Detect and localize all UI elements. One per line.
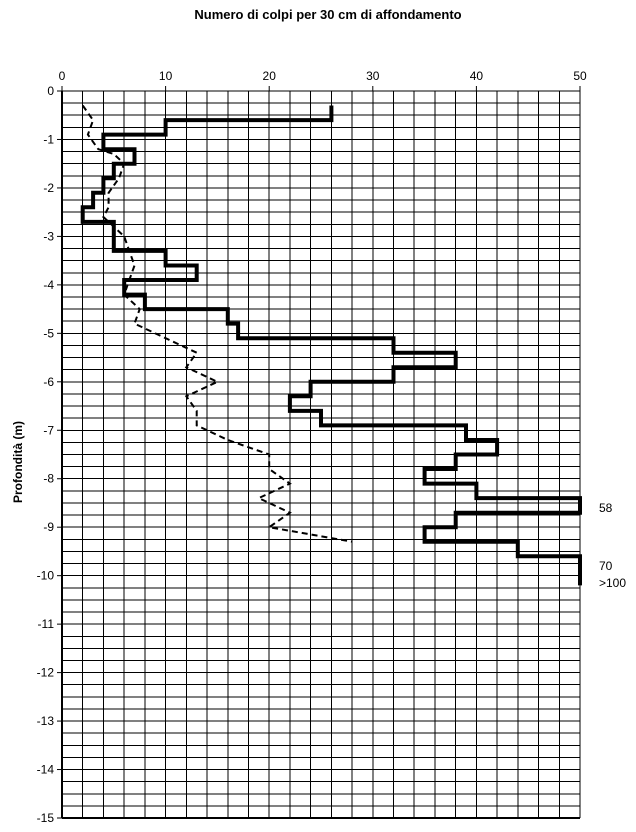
y-tick-label: -12 [37, 666, 55, 680]
y-tick-label: -6 [43, 375, 54, 389]
y-tick-label: -14 [37, 763, 55, 777]
y-axis-label: Profondità (m) [11, 421, 25, 503]
y-tick-label: -7 [43, 423, 54, 437]
y-tick-label: -3 [43, 229, 54, 243]
y-tick-label: -8 [43, 472, 54, 486]
y-tick-label: -9 [43, 520, 54, 534]
annotation-label: 70 [599, 559, 613, 573]
solid-series-line [80, 105, 582, 586]
annotations: 58 70 >100 [599, 501, 626, 590]
grid [57, 86, 581, 819]
chart-title: Numero di colpi per 30 cm di affondament… [194, 7, 461, 22]
data-series [80, 104, 582, 586]
y-tick-label: -13 [37, 714, 55, 728]
dashed-series-line [81, 104, 353, 543]
x-tick-label: 20 [263, 69, 277, 83]
annotation-label: 58 [599, 501, 613, 515]
y-tick-label: 0 [47, 84, 54, 98]
y-tick-label: -1 [43, 132, 54, 146]
y-tick-label: -11 [38, 617, 55, 631]
y-tick-label: -15 [37, 811, 55, 825]
x-tick-label: 0 [59, 69, 66, 83]
y-tick-labels: 0 -1 -2 -3 -4 -5 -6 -7 -8 -9 -10 -11 -12 -13 -14 -15 [37, 84, 55, 825]
y-tick-label: -5 [43, 326, 54, 340]
annotation-label: >100 [599, 576, 626, 590]
x-tick-labels: 0 10 20 30 40 50 [59, 69, 587, 83]
x-tick-label: 30 [366, 69, 380, 83]
x-tick-label: 40 [470, 69, 484, 83]
x-tick-label: 10 [159, 69, 173, 83]
y-tick-label: -4 [43, 278, 54, 292]
x-tick-label: 50 [573, 69, 587, 83]
y-tick-label: -10 [37, 569, 55, 583]
y-tick-label: -2 [43, 181, 54, 195]
